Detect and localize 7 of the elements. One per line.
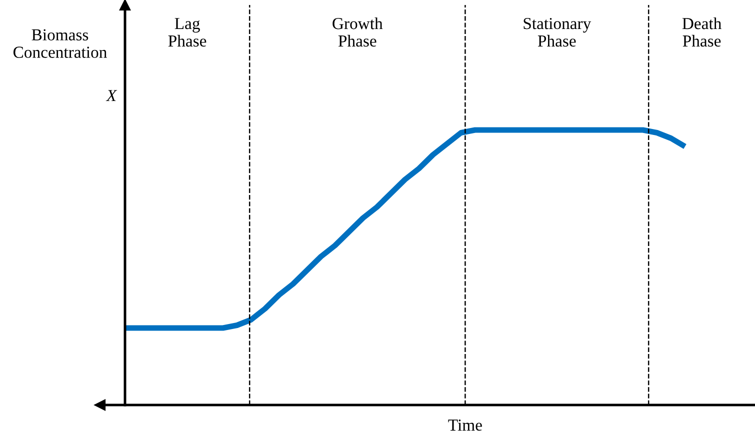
y-axis-title: Biomass Concentration	[13, 29, 107, 58]
x-axis-title: Time	[448, 420, 482, 431]
text: Growth Phase	[332, 17, 383, 47]
text: X	[106, 90, 118, 102]
text: Death Phase	[682, 17, 722, 47]
text: Stationary Phase	[524, 18, 592, 47]
text: Lag Phase	[168, 18, 206, 47]
